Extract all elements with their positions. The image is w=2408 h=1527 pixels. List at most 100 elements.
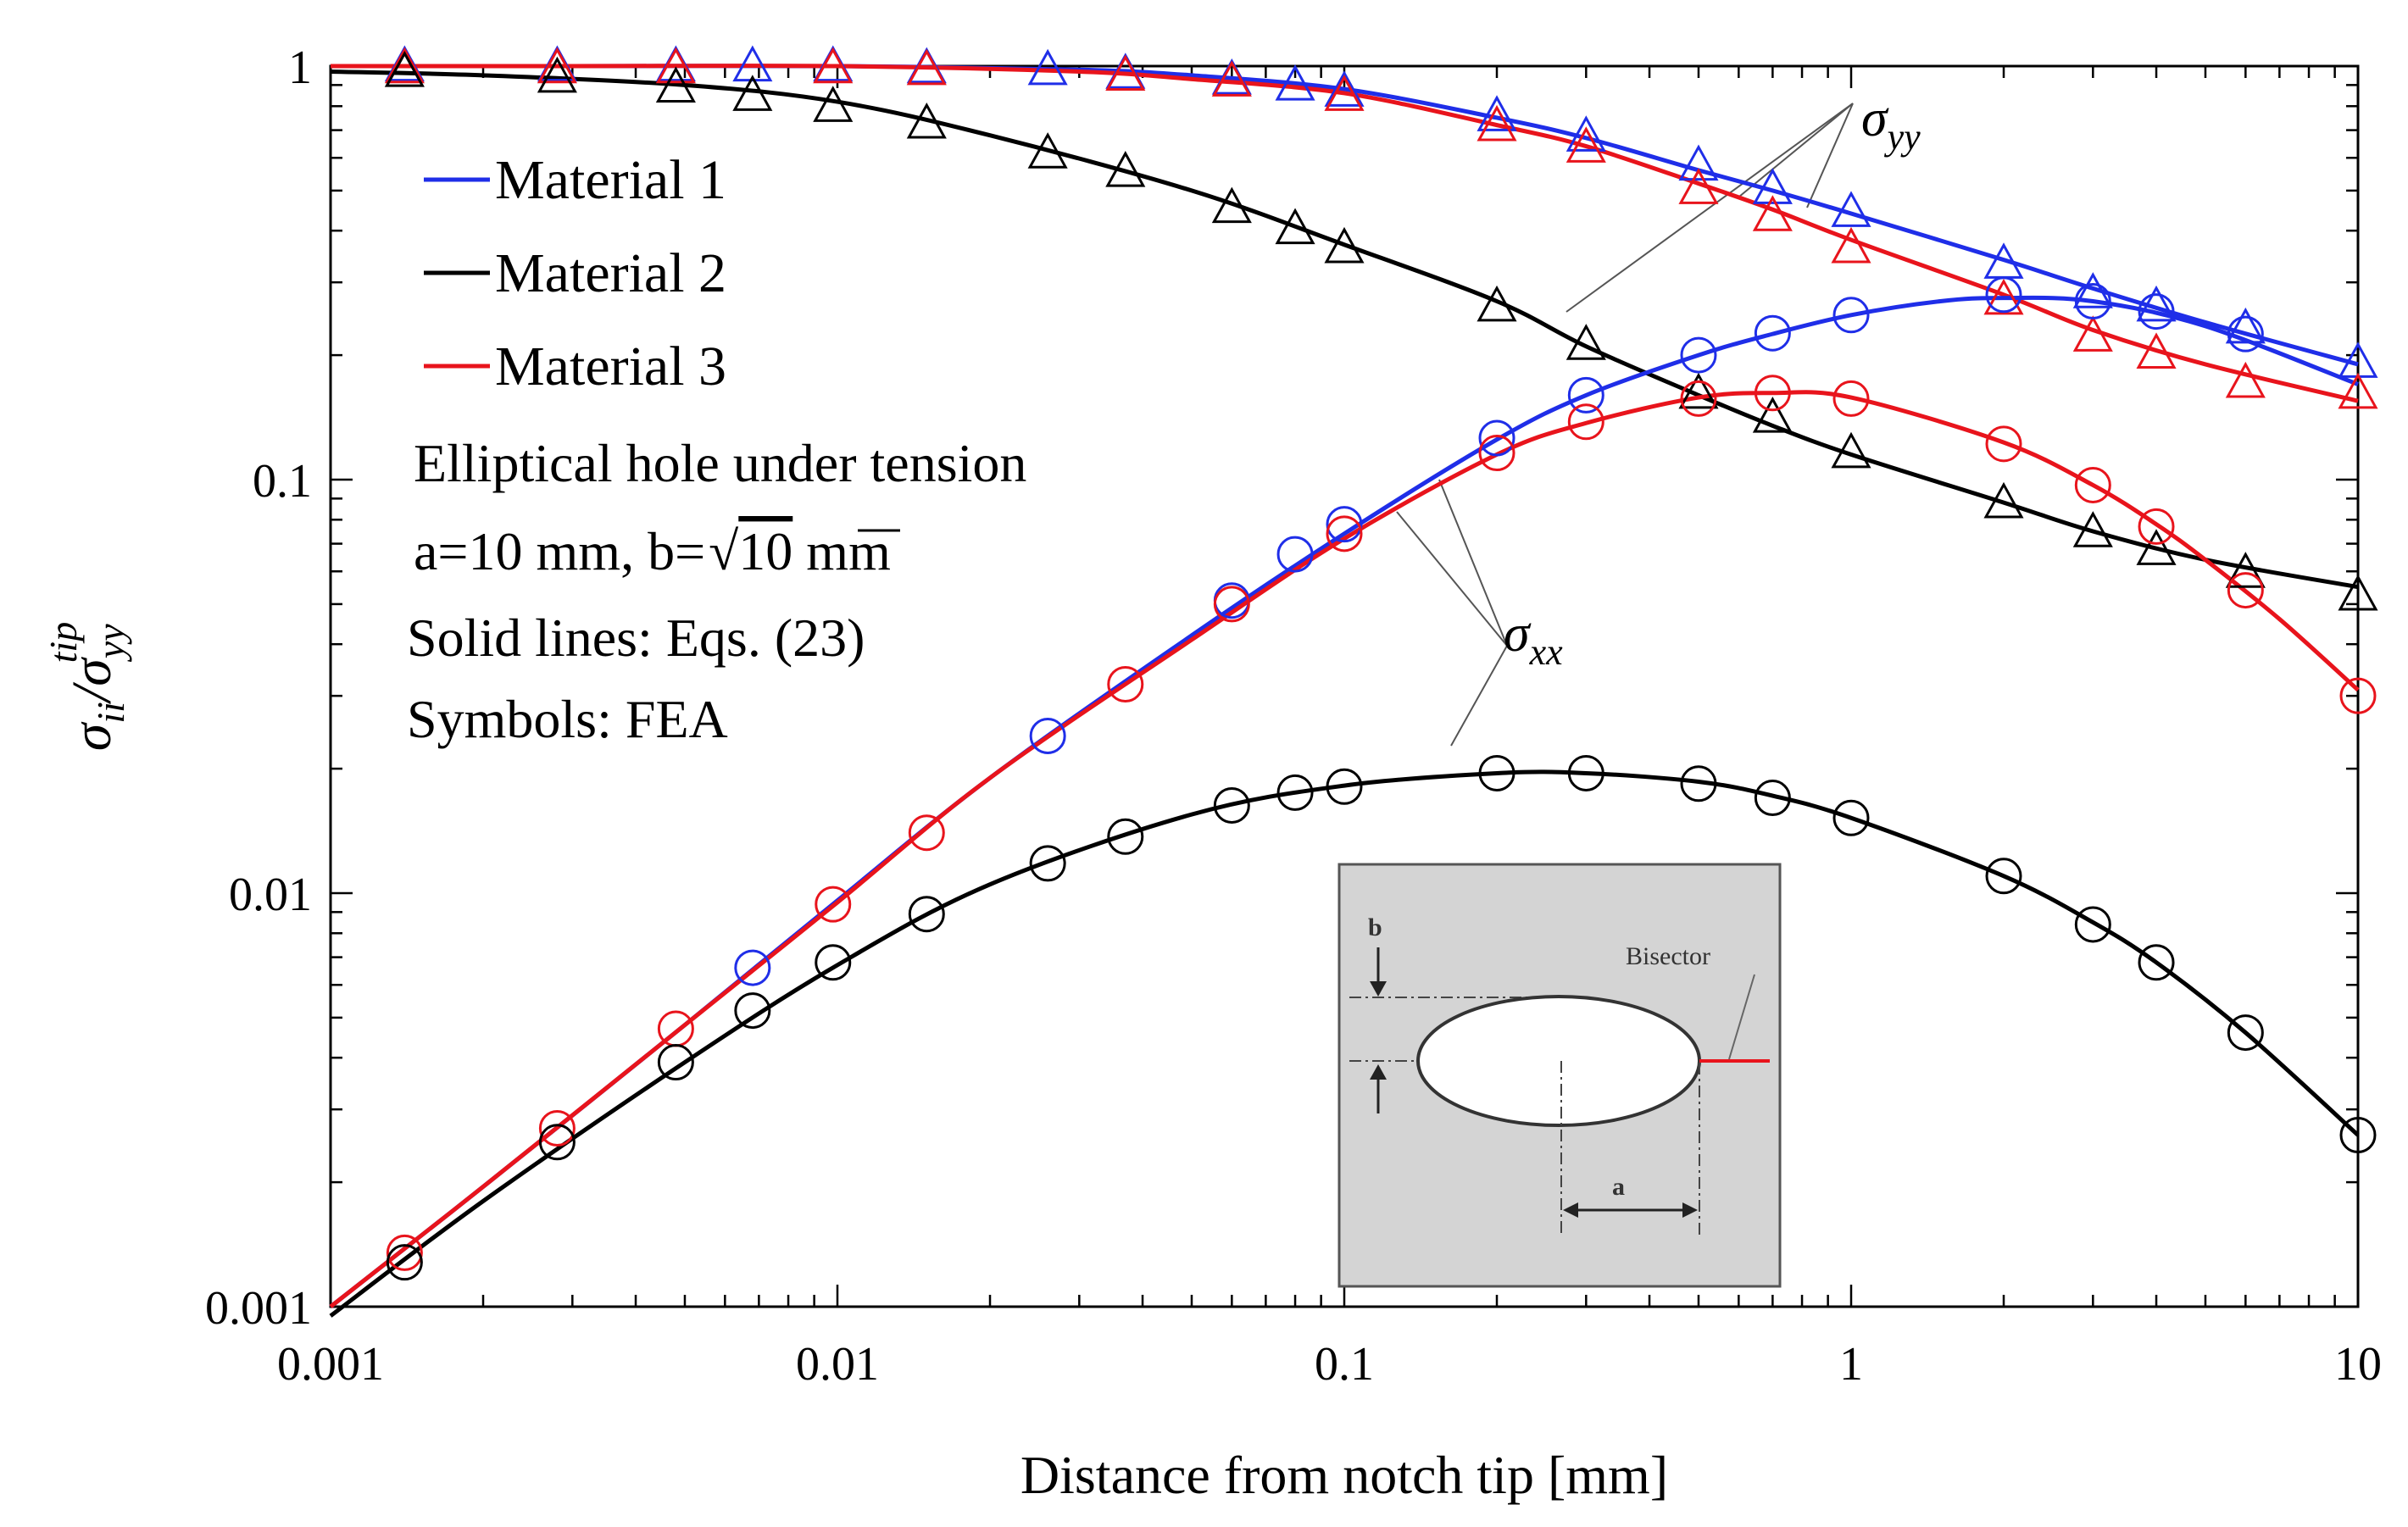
marker-triangle bbox=[1275, 208, 1315, 245]
annotation-dimensions-prefix: a=10 mm, b= bbox=[414, 521, 705, 581]
marker-triangle bbox=[1983, 481, 2024, 519]
marker-triangle bbox=[1476, 104, 1517, 142]
markers-material-3-syy-fea bbox=[384, 47, 2378, 409]
marker-circle bbox=[1754, 314, 1791, 352]
marker-triangle bbox=[1678, 372, 1719, 409]
marker-circle bbox=[815, 944, 852, 981]
marker-triangle bbox=[2072, 315, 2113, 352]
annotation-pointers bbox=[1396, 103, 1854, 747]
marker-circle bbox=[734, 992, 771, 1030]
marker-circle bbox=[734, 949, 771, 986]
marker-circle bbox=[1832, 297, 1870, 334]
marker-circle bbox=[1478, 419, 1515, 457]
marker-triangle bbox=[1831, 431, 1871, 469]
marker-circle bbox=[1478, 754, 1515, 791]
sigma-yy-sub: yy bbox=[1884, 116, 1921, 158]
marker-circle bbox=[2138, 944, 2175, 981]
markers-material-3-sxx-fea bbox=[386, 375, 2377, 1271]
line-material-2-sxx bbox=[329, 769, 2360, 1318]
marker-circle bbox=[1276, 774, 1314, 811]
marker-circle bbox=[2138, 508, 2175, 545]
marker-triangle bbox=[732, 45, 773, 82]
legend-label-material-2: Material 2 bbox=[495, 242, 726, 304]
markers-material-2-sxx-fea bbox=[386, 754, 2377, 1281]
syy-pointer-3 bbox=[1806, 103, 1854, 208]
marker-triangle bbox=[384, 50, 425, 87]
marker-triangle bbox=[1105, 151, 1146, 187]
inset-schematic: Bisector b a bbox=[1337, 863, 1782, 1288]
marker-circle bbox=[1107, 818, 1144, 855]
marker-circle bbox=[2339, 677, 2377, 714]
syy-pointer-1 bbox=[1565, 103, 1854, 313]
marker-circle bbox=[1985, 276, 2022, 314]
marker-circle bbox=[2227, 315, 2264, 353]
marker-circle bbox=[538, 1124, 576, 1161]
marker-triangle bbox=[2225, 307, 2266, 344]
y-title-sub-ii: ii bbox=[89, 702, 132, 724]
marker-triangle bbox=[1275, 64, 1315, 101]
syy-pointer-2 bbox=[1738, 103, 1854, 197]
inset-a-arrowhead-left bbox=[1563, 1202, 1578, 1218]
marker-circle bbox=[1107, 665, 1144, 702]
marker-circle bbox=[1985, 858, 2022, 895]
x-axis-title: Distance from notch tip [mm] bbox=[1020, 1445, 1668, 1505]
sigma-xx-sub: xx bbox=[1529, 631, 1564, 673]
marker-circle bbox=[1326, 768, 1363, 805]
y-title-slash-sigma: /σ bbox=[61, 657, 123, 705]
sxx-pointer-1 bbox=[1396, 511, 1508, 647]
marker-triangle bbox=[2225, 552, 2266, 588]
marker-circle bbox=[1567, 376, 1604, 414]
marker-circle bbox=[815, 886, 852, 923]
y-axis-title: σii/σyytip bbox=[42, 622, 132, 751]
marker-triangle bbox=[1476, 95, 1517, 131]
marker-triangle bbox=[1752, 195, 1793, 231]
marker-circle bbox=[657, 1044, 694, 1081]
marker-triangle bbox=[1831, 191, 1871, 227]
marker-circle bbox=[2227, 1014, 2264, 1052]
marker-triangle bbox=[1027, 48, 1068, 86]
marker-circle bbox=[1754, 780, 1791, 817]
marker-circle bbox=[908, 814, 945, 852]
marker-circle bbox=[386, 1244, 423, 1281]
y-tick-label: 0.01 bbox=[229, 869, 312, 921]
y-title-sub-yy: yy bbox=[89, 624, 132, 662]
marker-triangle bbox=[1831, 226, 1871, 264]
y-tick-label: 1 bbox=[288, 42, 312, 94]
marker-circle bbox=[1567, 403, 1604, 441]
inset-a-arrowhead-right bbox=[1682, 1202, 1698, 1218]
marker-circle bbox=[1680, 765, 1717, 802]
marker-triangle bbox=[1752, 168, 1793, 204]
marker-triangle bbox=[1324, 75, 1365, 111]
sqrt-sign: √ bbox=[709, 521, 739, 581]
sxx-pointer-2 bbox=[1438, 479, 1508, 647]
marker-triangle bbox=[2338, 372, 2378, 409]
sigma-yy-label: σyy bbox=[1861, 90, 1921, 158]
marker-triangle bbox=[2136, 529, 2177, 565]
marker-triangle bbox=[906, 48, 947, 86]
inset-b-arrowhead-bottom bbox=[1370, 1064, 1387, 1080]
line-material-3-sxx bbox=[329, 390, 2360, 1308]
marker-triangle bbox=[1565, 126, 1606, 163]
annotation-symbols: Symbols: FEA bbox=[407, 689, 728, 749]
marker-triangle bbox=[1678, 144, 1719, 181]
marker-circle bbox=[2074, 282, 2111, 319]
marker-triangle bbox=[906, 102, 947, 139]
marker-circle bbox=[1754, 375, 1791, 412]
sigma-xx-label: σxx bbox=[1504, 605, 1563, 673]
marker-triangle bbox=[2072, 511, 2113, 547]
marker-triangle bbox=[537, 56, 577, 93]
legend: Material 1 Material 2 Material 3 bbox=[424, 149, 726, 397]
y-tick-labels: 0.001 0.01 0.1 1 bbox=[205, 42, 312, 1335]
marker-triangle bbox=[813, 86, 854, 122]
y-title-sigma: σ bbox=[61, 721, 123, 751]
inset-bisector-pointer bbox=[1728, 974, 1755, 1060]
marker-circle bbox=[1832, 380, 1870, 417]
marker-circle bbox=[1276, 536, 1314, 573]
marker-triangle bbox=[1752, 397, 1793, 433]
marker-triangle bbox=[1324, 226, 1365, 264]
annotation-lines: Solid lines: Eqs. (23) bbox=[407, 608, 865, 668]
inset-a-label: a bbox=[1612, 1173, 1625, 1201]
marker-circle bbox=[1680, 336, 1717, 374]
legend-label-material-3: Material 3 bbox=[495, 336, 726, 397]
sigma-xx-main: σ bbox=[1504, 605, 1532, 663]
